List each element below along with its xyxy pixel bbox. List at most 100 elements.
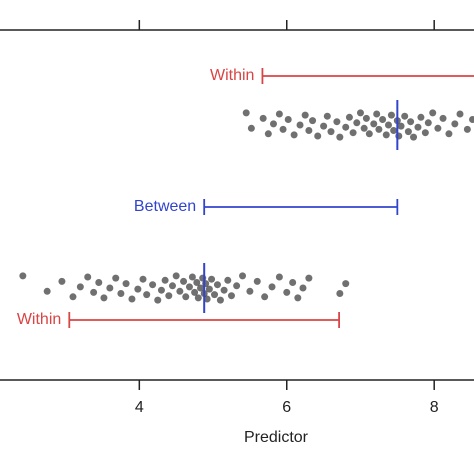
point — [469, 116, 474, 123]
point — [365, 130, 373, 138]
point — [43, 287, 51, 295]
point — [401, 112, 409, 120]
point — [305, 274, 313, 282]
point — [208, 275, 216, 283]
point — [95, 279, 103, 286]
point — [382, 131, 390, 139]
point — [410, 133, 418, 141]
interval-label: Within — [210, 67, 254, 84]
point — [149, 281, 157, 289]
point — [314, 132, 322, 140]
point — [211, 291, 219, 299]
point — [434, 124, 442, 132]
point — [407, 118, 415, 126]
point — [227, 292, 235, 300]
point — [349, 129, 357, 137]
point — [180, 277, 188, 285]
point — [233, 282, 241, 290]
point — [327, 128, 335, 136]
point — [342, 280, 350, 288]
point — [456, 110, 464, 118]
point — [336, 290, 344, 297]
point — [242, 109, 250, 117]
point — [299, 284, 307, 292]
point — [445, 130, 453, 138]
point — [128, 295, 136, 303]
x-axis-label: Predictor — [244, 429, 309, 446]
point — [69, 293, 77, 301]
point — [264, 130, 272, 138]
point — [143, 291, 151, 299]
point — [429, 109, 437, 117]
point — [176, 287, 184, 295]
point — [283, 288, 291, 296]
point — [112, 274, 120, 282]
point — [404, 128, 412, 136]
point — [168, 282, 176, 290]
point — [397, 122, 405, 130]
point — [294, 294, 302, 302]
point — [320, 122, 328, 130]
x-tick-label: 6 — [282, 399, 291, 416]
point — [375, 125, 383, 133]
point — [100, 294, 108, 302]
point — [185, 283, 193, 291]
point — [362, 114, 370, 122]
point — [309, 117, 317, 125]
point — [373, 110, 381, 118]
point — [342, 123, 350, 131]
point — [106, 284, 114, 292]
point — [203, 295, 211, 303]
x-tick-label: 8 — [430, 399, 439, 416]
point — [139, 275, 147, 283]
point — [301, 111, 309, 119]
interval-label: Between — [134, 198, 196, 215]
point — [182, 293, 190, 301]
point — [90, 288, 98, 296]
point — [122, 280, 130, 288]
point — [417, 113, 425, 121]
point — [463, 125, 471, 133]
point — [284, 116, 292, 123]
point — [134, 285, 142, 293]
point — [384, 121, 392, 129]
point — [439, 114, 447, 122]
point — [19, 272, 27, 280]
point — [261, 293, 269, 301]
point — [356, 109, 364, 117]
x-tick-label: 4 — [135, 399, 144, 416]
point — [336, 133, 344, 141]
point — [213, 281, 221, 289]
point — [154, 296, 162, 304]
point — [323, 112, 331, 120]
point — [379, 116, 387, 123]
point — [172, 272, 180, 280]
point — [205, 285, 213, 293]
point — [275, 110, 283, 118]
point — [279, 125, 287, 133]
point — [165, 292, 173, 300]
point — [193, 279, 201, 286]
point — [345, 113, 353, 121]
point — [421, 129, 429, 137]
point — [269, 120, 277, 128]
point — [247, 124, 255, 132]
point — [76, 283, 84, 291]
point — [157, 286, 165, 294]
point — [290, 131, 298, 139]
point — [390, 127, 398, 134]
point — [220, 286, 228, 294]
point — [253, 277, 261, 285]
point — [188, 273, 196, 281]
point — [289, 279, 297, 286]
point — [239, 272, 247, 280]
point — [424, 119, 432, 127]
point — [194, 294, 202, 302]
point — [259, 114, 267, 122]
point — [451, 120, 459, 128]
point — [275, 273, 283, 281]
point — [414, 123, 422, 131]
point — [296, 121, 304, 129]
point — [191, 288, 199, 296]
